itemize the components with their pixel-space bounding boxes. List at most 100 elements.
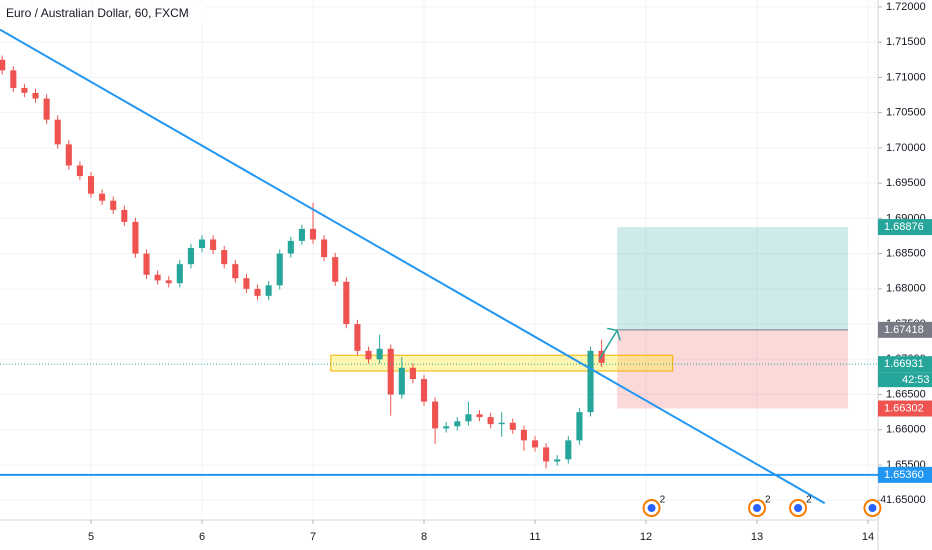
candle-body xyxy=(409,367,416,380)
price-label-bg xyxy=(878,321,932,338)
y-tick-label: 1.70500 xyxy=(886,107,926,119)
y-tick-label: 1.70000 xyxy=(886,142,926,154)
candle-body xyxy=(332,257,339,282)
candle-body xyxy=(154,274,161,281)
chart-title: Euro / Australian Dollar, 60, FXCM xyxy=(6,6,189,20)
candle-body xyxy=(176,264,183,284)
event-dot xyxy=(647,504,656,512)
x-tick-label: 7 xyxy=(310,531,316,543)
x-tick-label: 13 xyxy=(751,531,763,543)
trendline xyxy=(0,28,826,505)
candle-body xyxy=(54,119,61,145)
candle-body xyxy=(543,447,550,462)
candle-body xyxy=(420,379,428,402)
candle-body xyxy=(87,176,95,194)
candle-body xyxy=(354,324,361,351)
y-tick-label: 1.66500 xyxy=(886,388,926,400)
event-count: 2 xyxy=(765,495,771,506)
countdown: 42:53 xyxy=(902,374,930,386)
candle-body xyxy=(132,221,139,254)
y-tick-label: 1.68000 xyxy=(886,283,926,295)
candle-body xyxy=(376,348,383,360)
candle-body xyxy=(565,440,572,460)
candle-body xyxy=(210,239,217,251)
price-label: 1.68876 xyxy=(884,221,924,233)
title-bg xyxy=(4,4,204,22)
candle-body xyxy=(476,414,483,418)
candle-body xyxy=(387,348,394,395)
candle-body xyxy=(465,414,472,422)
y-tick-label: 1.65000 xyxy=(886,494,926,506)
candle-body xyxy=(398,367,405,395)
candle-body xyxy=(487,417,494,425)
price-label-bg xyxy=(878,466,932,483)
x-tick-label: 11 xyxy=(529,531,540,543)
price-label-bg xyxy=(878,219,932,236)
event-count: 4 xyxy=(880,495,886,506)
price-label: 1.66302 xyxy=(884,402,924,414)
price-label: 1.66931 xyxy=(884,358,924,370)
candle-body xyxy=(76,165,83,177)
target-zone xyxy=(617,227,849,330)
y-tick-label: 1.68500 xyxy=(886,247,926,259)
x-tick-label: 12 xyxy=(640,531,652,543)
candle-body xyxy=(110,200,117,210)
event-count: 2 xyxy=(806,495,812,506)
candle-body xyxy=(254,288,261,296)
y-tick-label: 1.71000 xyxy=(886,71,926,83)
candle-body xyxy=(99,193,106,201)
candle-body xyxy=(232,264,239,279)
candle-body xyxy=(21,87,28,93)
event-dot xyxy=(794,504,803,512)
candle-body xyxy=(298,228,305,241)
price-label-bg xyxy=(878,400,932,417)
candle-body xyxy=(443,426,450,429)
candle-body xyxy=(509,422,516,430)
y-tick-label: 1.72000 xyxy=(886,1,926,13)
arrow-head xyxy=(607,327,621,341)
candle-body xyxy=(287,240,294,254)
candle-body xyxy=(321,239,328,258)
candle-body xyxy=(65,144,72,166)
x-tick-label: 14 xyxy=(862,531,874,543)
candle-body xyxy=(276,253,283,286)
candle-body xyxy=(198,239,206,248)
candle-body xyxy=(0,59,6,71)
candle-body xyxy=(554,459,561,462)
stop-zone xyxy=(617,329,849,409)
y-tick-label: 1.71500 xyxy=(886,36,926,48)
event-count: 2 xyxy=(660,495,666,506)
y-tick-label: 1.69500 xyxy=(886,177,926,189)
x-tick-label: 8 xyxy=(421,531,427,543)
candle-body xyxy=(187,247,194,265)
candle-body xyxy=(520,429,527,441)
candle-body xyxy=(10,70,17,88)
candle-body xyxy=(587,350,594,413)
candle-body xyxy=(32,92,39,99)
candle-body xyxy=(531,440,539,448)
event-dot xyxy=(868,504,877,512)
price-label: 1.65360 xyxy=(884,469,924,481)
candle-body xyxy=(43,98,50,120)
candle-body xyxy=(309,228,317,240)
candle-body xyxy=(365,350,372,360)
candle-body xyxy=(265,285,272,296)
candle-body xyxy=(454,421,461,427)
candle-body xyxy=(343,281,350,325)
candle-body xyxy=(143,253,150,275)
price-label-bg xyxy=(878,356,932,373)
price-label: 1.67418 xyxy=(884,324,924,336)
arrow xyxy=(598,330,618,360)
event-dot xyxy=(753,504,762,512)
x-tick-label: 6 xyxy=(199,531,205,543)
countdown-bg xyxy=(878,372,932,388)
candle-body xyxy=(243,278,250,289)
x-tick-label: 5 xyxy=(88,531,94,543)
candle-body xyxy=(221,250,228,265)
candle-body xyxy=(576,412,583,441)
candle-body xyxy=(121,209,128,222)
candle-body xyxy=(498,422,505,425)
candle-body xyxy=(432,401,439,429)
y-tick-label: 1.66000 xyxy=(886,424,926,436)
